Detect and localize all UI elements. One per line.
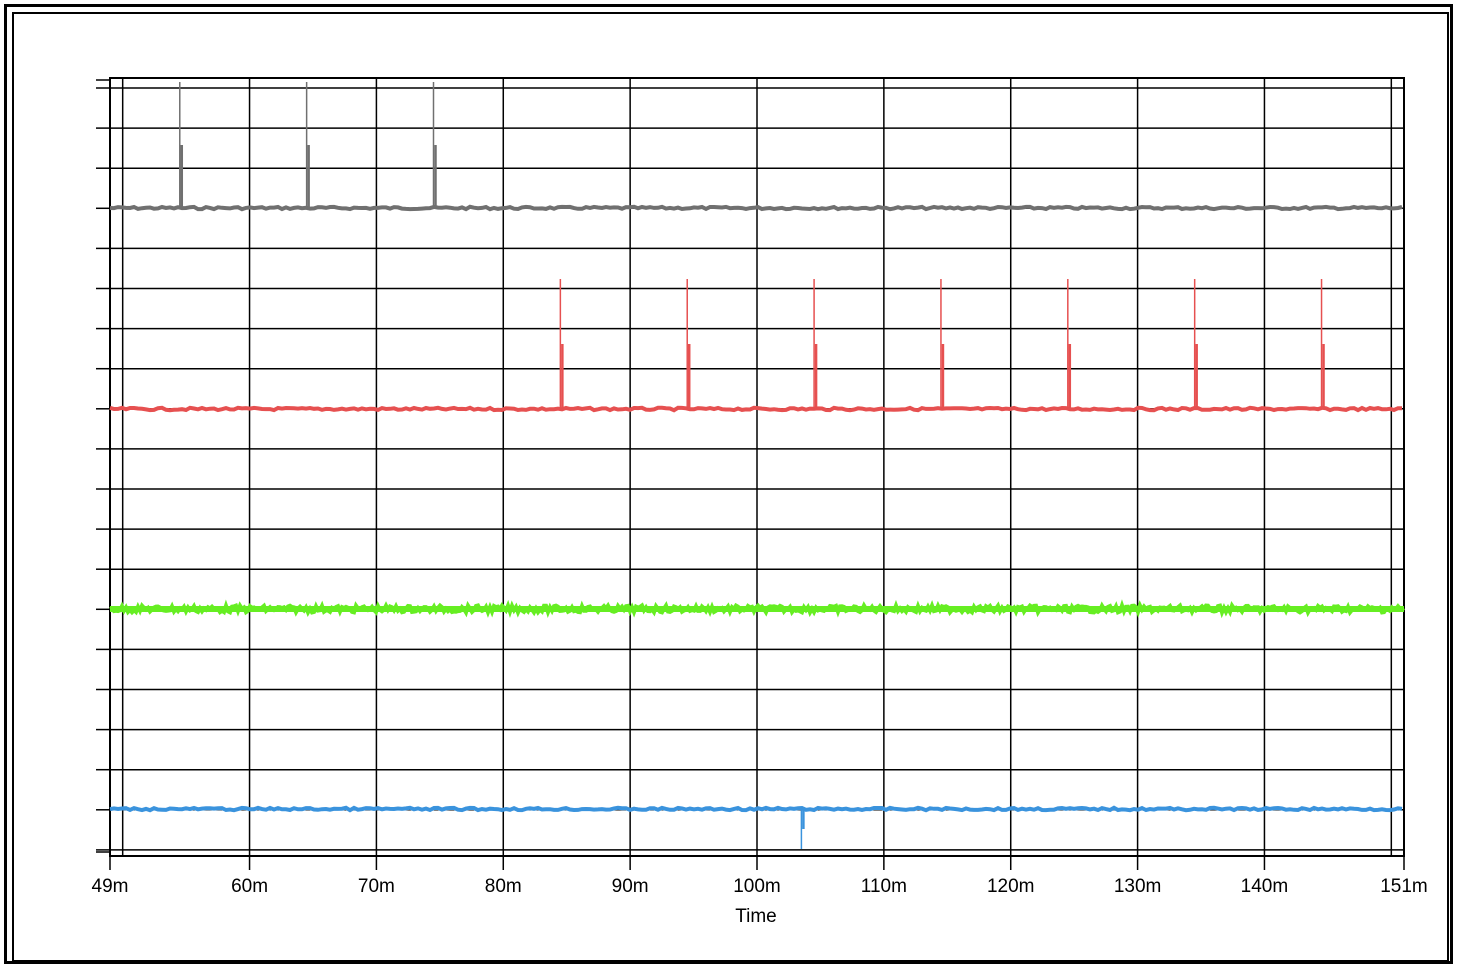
x-tick-label: 70m: [358, 876, 395, 897]
x-axis: 49m 60m 70m 80m 90m 100m 110m 120m 130m 140m 151m: [92, 856, 1428, 897]
x-tick-label: 80m: [485, 876, 522, 897]
x-tick-label: 130m: [1114, 876, 1162, 897]
x-tick-label: 110m: [861, 876, 907, 897]
grid: [96, 77, 1405, 857]
x-tick-label: 140m: [1241, 876, 1289, 897]
series-2: [109, 599, 1405, 619]
inner-frame: [12, 12, 1449, 962]
series-0: [109, 82, 1403, 212]
series-baseline: [109, 405, 1402, 413]
x-tick-label: 120m: [987, 876, 1035, 897]
x-tick-label: 151m: [1380, 876, 1428, 897]
x-tick-label: 60m: [231, 876, 268, 897]
series-3: [109, 805, 1403, 849]
x-tick-label: 49m: [92, 876, 129, 897]
x-tick-label: 100m: [733, 876, 781, 897]
x-axis-title: Time: [735, 906, 777, 927]
series-baseline: [109, 204, 1403, 212]
series-1: [109, 279, 1402, 413]
series-baseline: [109, 805, 1403, 813]
outer-frame: [4, 4, 1453, 964]
x-tick-label: 90m: [612, 876, 649, 897]
series-layer: [109, 82, 1405, 849]
